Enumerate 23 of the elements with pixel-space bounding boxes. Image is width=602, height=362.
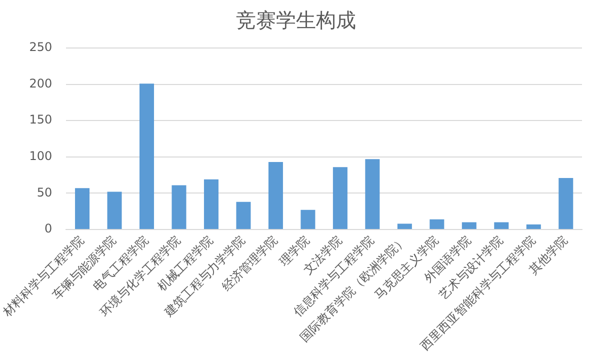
bar bbox=[268, 162, 283, 230]
bar bbox=[172, 185, 186, 230]
bar bbox=[140, 84, 154, 230]
bar bbox=[494, 222, 509, 230]
bar bbox=[365, 159, 380, 230]
bar bbox=[397, 224, 412, 230]
bar bbox=[430, 219, 444, 230]
bar bbox=[107, 192, 122, 230]
y-tick-label: 0 bbox=[44, 222, 52, 236]
y-tick-label: 250 bbox=[29, 40, 52, 54]
bar bbox=[526, 224, 541, 230]
bar bbox=[300, 210, 316, 230]
bar bbox=[75, 188, 90, 230]
bar bbox=[558, 178, 574, 230]
chart-title: 竞赛学生构成 bbox=[236, 8, 356, 32]
bar bbox=[332, 167, 348, 230]
y-tick-label: 150 bbox=[29, 112, 52, 127]
bar bbox=[204, 179, 218, 230]
y-tick-label: 100 bbox=[29, 149, 52, 164]
bar bbox=[236, 202, 251, 230]
y-tick-label: 200 bbox=[29, 76, 52, 90]
bar bbox=[462, 222, 476, 230]
y-tick-label: 50 bbox=[36, 185, 52, 200]
